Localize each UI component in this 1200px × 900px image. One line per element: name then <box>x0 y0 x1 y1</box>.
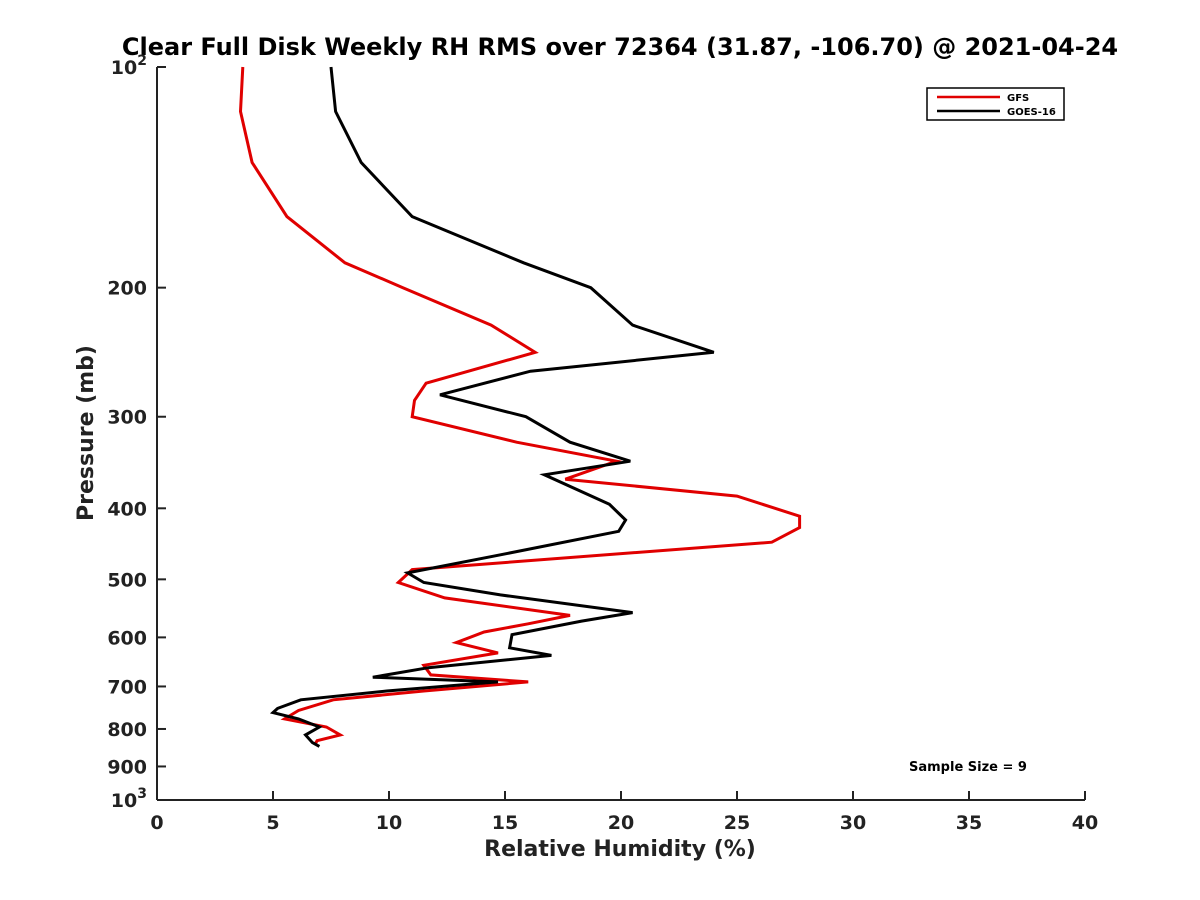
sample-size-annotation: Sample Size = 9 <box>909 760 1027 775</box>
x-axis-ticks: 0 5 10 15 20 25 30 35 40 <box>150 791 1098 834</box>
x-axis-label: Relative Humidity (%) <box>484 837 756 862</box>
y-tick-exponent: 3 <box>137 786 147 802</box>
y-tick-base: 900 <box>107 756 147 778</box>
y-tick-label: 500 <box>107 569 147 591</box>
legend: GFS GOES-16 <box>926 87 1065 121</box>
y-tick-label: 400 <box>107 498 147 520</box>
y-tick-label: 300 <box>107 407 147 429</box>
x-tick-label: 40 <box>1072 812 1098 834</box>
y-tick-base: 10 <box>111 790 137 812</box>
y-tick-base: 600 <box>107 627 147 649</box>
y-tick-label: 800 <box>107 719 147 741</box>
x-tick-label: 30 <box>840 812 866 834</box>
y-tick-base: 700 <box>107 676 147 698</box>
y-tick-label: 700 <box>107 676 147 698</box>
y-tick-base: 500 <box>107 569 147 591</box>
y-tick-exponent: 2 <box>137 53 147 69</box>
x-tick-label: 25 <box>724 812 750 834</box>
y-tick-label: 200 <box>107 278 147 300</box>
y-tick-label: 102 <box>111 53 147 79</box>
x-tick-label: 35 <box>956 812 982 834</box>
y-tick-label: 600 <box>107 627 147 649</box>
legend-label-goes-16: GOES-16 <box>1007 107 1056 118</box>
series-line-goes-16 <box>269 66 715 748</box>
y-tick-base: 10 <box>111 57 137 79</box>
y-tick-base: 800 <box>107 719 147 741</box>
y-tick-base: 400 <box>107 498 147 520</box>
series-layer <box>238 66 802 748</box>
x-tick-label: 10 <box>376 812 402 834</box>
legend-box <box>926 87 1065 121</box>
series-line-gfs <box>238 66 802 746</box>
x-tick-label: 20 <box>608 812 634 834</box>
chart-title: Clear Full Disk Weekly RH RMS over 72364… <box>122 33 1118 61</box>
y-tick-base: 300 <box>107 407 147 429</box>
y-axis-label: Pressure (mb) <box>74 345 99 521</box>
x-tick-label: 5 <box>266 812 279 834</box>
x-tick-label: 15 <box>492 812 518 834</box>
y-tick-label: 900 <box>107 756 147 778</box>
legend-label-gfs: GFS <box>1007 93 1029 104</box>
y-tick-label: 103 <box>111 786 147 812</box>
y-tick-base: 200 <box>107 278 147 300</box>
x-tick-label: 0 <box>150 812 163 834</box>
